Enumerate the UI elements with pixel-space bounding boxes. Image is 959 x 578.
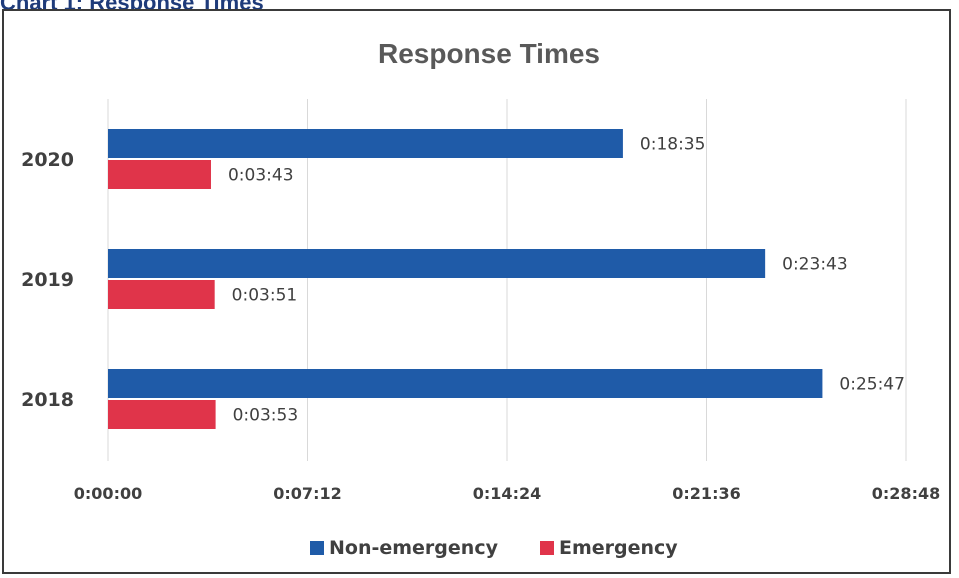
data-label: 0:03:53 xyxy=(233,406,299,426)
emergency-bar xyxy=(108,400,216,429)
category-label: 2020 xyxy=(21,149,74,171)
legend-swatch xyxy=(310,541,324,555)
emergency-bar xyxy=(108,280,215,309)
data-label: 0:03:43 xyxy=(228,166,294,186)
non-emergency-bar xyxy=(108,369,823,398)
x-tick-label: 0:07:12 xyxy=(273,484,341,503)
emergency-bar xyxy=(108,160,211,189)
legend-swatch xyxy=(540,541,554,555)
legend-label: Emergency xyxy=(559,537,678,559)
legend-label: Non-emergency xyxy=(329,537,499,559)
category-label: 2019 xyxy=(21,269,74,291)
chart-title: Response Times xyxy=(378,38,600,69)
x-tick-label: 0:21:36 xyxy=(672,484,740,503)
data-label: 0:23:43 xyxy=(782,255,848,275)
x-tick-label: 0:00:00 xyxy=(74,484,142,503)
x-tick-label: 0:28:48 xyxy=(872,484,940,503)
category-label: 2018 xyxy=(21,389,74,411)
x-tick-label: 0:14:24 xyxy=(473,484,541,503)
data-label: 0:25:47 xyxy=(839,375,905,395)
chart-frame: Response Times 0:00:00 0:07:12 0:14:24 0:21… xyxy=(2,9,951,574)
non-emergency-bar xyxy=(108,249,766,278)
non-emergency-bar xyxy=(108,129,623,158)
data-label: 0:03:51 xyxy=(232,286,298,306)
data-label: 0:18:35 xyxy=(640,135,706,155)
response-times-chart: Response Times 0:00:00 0:07:12 0:14:24 0:21… xyxy=(21,38,940,559)
